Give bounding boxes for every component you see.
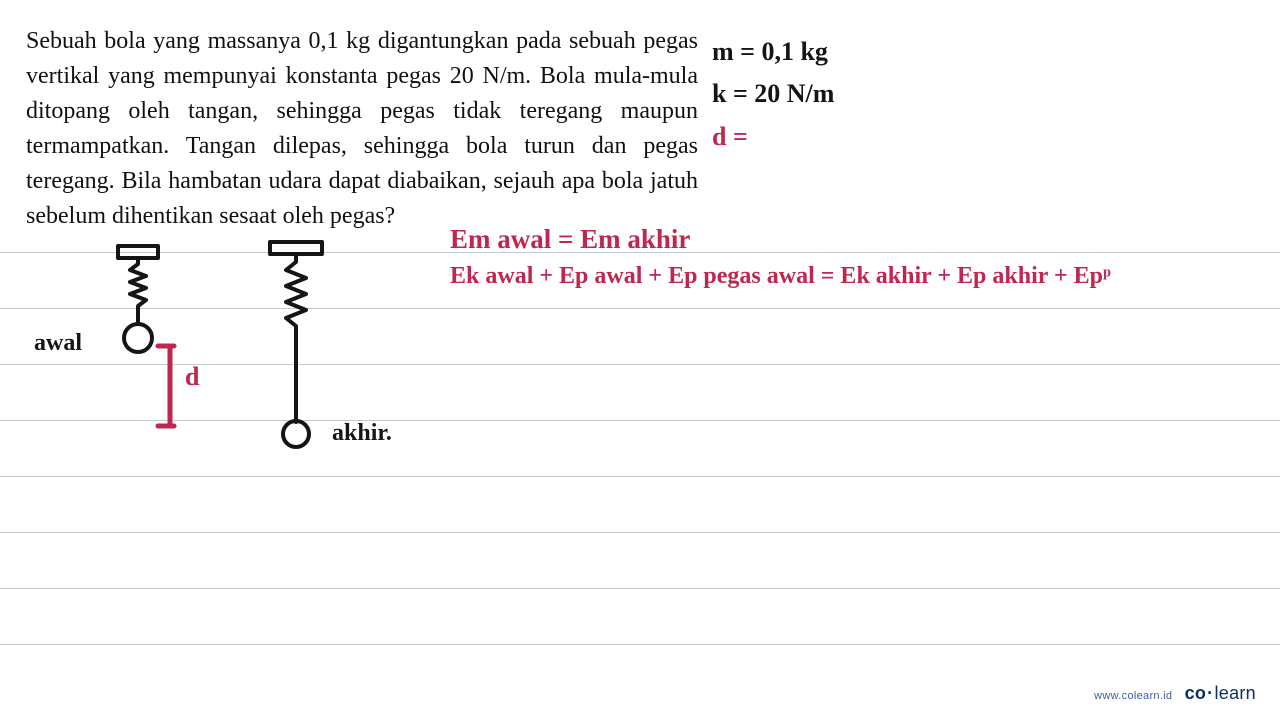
label-akhir: akhir. [332, 420, 392, 447]
known-k: k = 20 N/m [712, 74, 1252, 114]
paper-rule [0, 588, 1280, 589]
energy-equations: Em awal = Em akhir Ek awal + Ep awal + E… [450, 224, 1111, 290]
d-bracket [158, 346, 174, 426]
known-d: d = [712, 117, 1252, 157]
watermark: www.colearn.id co·learn [1094, 683, 1256, 704]
paper-rule [0, 644, 1280, 645]
known-values: m = 0,1 kg k = 20 N/m d = [712, 32, 1252, 159]
equation-energy-sum: Ek awal + Ep awal + Ep pegas awal = Ek a… [450, 263, 1111, 290]
diagram-svg [30, 240, 430, 500]
paper-rule [0, 532, 1280, 533]
label-d: d [185, 362, 199, 392]
spring-diagram: awal d akhir. [30, 240, 430, 500]
watermark-url: www.colearn.id [1094, 690, 1172, 702]
watermark-brand-bold: co [1185, 683, 1207, 703]
equation-em: Em awal = Em akhir [450, 224, 1111, 255]
label-awal: awal [34, 330, 82, 357]
spring-final [270, 242, 322, 447]
problem-text: Sebuah bola yang massanya 0,1 kg digantu… [26, 24, 698, 234]
spring-initial [118, 246, 158, 352]
page: Sebuah bola yang massanya 0,1 kg digantu… [0, 0, 1280, 720]
known-m: m = 0,1 kg [712, 32, 1252, 72]
watermark-brand-light: learn [1214, 683, 1256, 703]
